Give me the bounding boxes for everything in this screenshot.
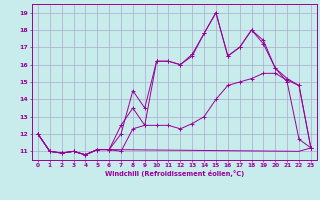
X-axis label: Windchill (Refroidissement éolien,°C): Windchill (Refroidissement éolien,°C) — [105, 170, 244, 177]
